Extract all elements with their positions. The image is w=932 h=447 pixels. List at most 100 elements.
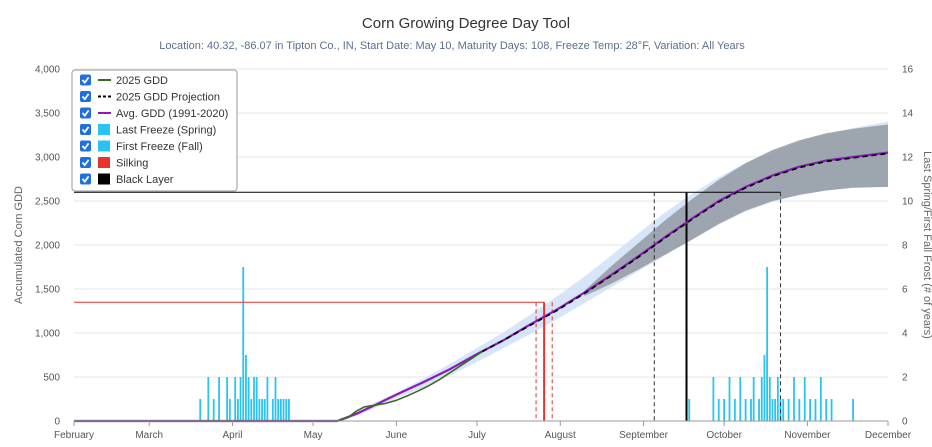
spring-freeze-bar — [274, 377, 277, 421]
y-tick-label: 4,000 — [35, 65, 60, 76]
y-tick-label: 3,500 — [35, 109, 60, 120]
fall-freeze-bar — [787, 399, 790, 421]
spring-freeze-bar — [253, 377, 255, 421]
fall-freeze-bar — [814, 399, 817, 421]
fall-freeze-bar — [809, 399, 811, 421]
x-tick-label: October — [706, 430, 742, 441]
spring-freeze-bar — [242, 267, 245, 421]
legend-label: Silking — [116, 158, 148, 170]
legend-swatch — [98, 140, 110, 152]
fall-freeze-bar — [766, 267, 769, 421]
x-tick-label: March — [135, 430, 163, 441]
fall-freeze-bar — [776, 377, 779, 421]
legend-check-icon — [81, 159, 90, 167]
legend-checkbox — [80, 91, 91, 102]
fall-freeze-bar — [771, 399, 774, 421]
y2-tick-label: 4 — [902, 329, 908, 340]
legend-check-icon — [81, 126, 90, 134]
y2-tick-label: 8 — [902, 241, 908, 252]
fall-freeze-bar — [825, 399, 828, 421]
series-lines — [74, 151, 889, 423]
fall-freeze-bar — [717, 399, 720, 421]
y-tick-label: 2,000 — [35, 241, 60, 252]
legend-checkbox — [80, 140, 91, 152]
fall-freeze-bar — [723, 399, 726, 421]
y2-tick-label: 14 — [902, 109, 914, 120]
fall-freeze-bar — [688, 399, 691, 421]
spring-freeze-bar — [255, 377, 258, 421]
y-tick-label: 3,000 — [35, 153, 60, 164]
fall-freeze-bar — [712, 377, 715, 421]
fall-freeze-bar — [758, 399, 760, 421]
y2-tick-labels: 0 2 4 6 8 10 12 14 16 — [902, 65, 914, 428]
band-inner-area — [584, 124, 888, 297]
x-tick-label: December — [865, 430, 912, 441]
spring-freeze-bar — [279, 399, 282, 421]
legend-label: First Freeze (Fall) — [116, 141, 203, 153]
y2-tick-label: 0 — [902, 417, 908, 428]
spring-freeze-bar — [226, 377, 229, 421]
y-tick-label: 2,500 — [35, 197, 60, 208]
legend-box — [71, 69, 238, 192]
chart-title: Corn Growing Degree Day Tool — [362, 15, 570, 32]
spring-freeze-bar — [207, 377, 210, 421]
legend-label: Last Freeze (Spring) — [116, 125, 216, 137]
series-line-0 — [74, 350, 483, 422]
spring-freeze-bar — [266, 377, 269, 421]
chart-subtitle: Location: 40.32, -86.07 in Tipton Co., I… — [159, 40, 745, 52]
spring-freeze-bar — [277, 399, 280, 421]
x-tick-label: June — [386, 430, 408, 441]
legend: 2025 GDD 2025 GDD Projection Avg. GDD (199… — [71, 69, 238, 192]
legend-swatch — [98, 124, 110, 135]
spring-freeze-bar — [245, 355, 247, 421]
y-tick-label: 500 — [43, 373, 60, 384]
y2-tick-label: 10 — [902, 197, 914, 208]
y-axis-title: Accumulated Corn GDD — [13, 186, 25, 304]
x-tick-labels: February March April May June July August Septe… — [54, 421, 912, 441]
legend-check-icon — [81, 76, 90, 85]
legend-label: 2025 GDD — [116, 75, 168, 87]
y-tick-label: 1,000 — [35, 329, 60, 340]
fall-freeze-bar — [852, 399, 854, 421]
spring-freeze-bar — [239, 377, 242, 421]
freeze-bars — [199, 267, 854, 421]
legend-swatch — [98, 173, 110, 185]
x-tick-label: April — [222, 430, 242, 441]
fall-freeze-bar — [782, 399, 785, 421]
legend-label: Avg. GDD (1991-2020) — [116, 108, 228, 120]
fall-freeze-bar — [752, 377, 755, 421]
x-tick-label: November — [784, 430, 831, 441]
fall-freeze-bar — [830, 399, 833, 421]
spring-freeze-bar — [271, 399, 274, 421]
legend-checkbox — [80, 107, 91, 119]
spring-freeze-bar — [261, 399, 263, 421]
x-tick-label: July — [468, 430, 486, 441]
y-tick-labels: 0 500 1,000 1,500 2,000 2,500 3,000 3,500 4,000 — [35, 65, 60, 428]
spring-freeze-bar — [288, 399, 290, 421]
fall-freeze-bar — [793, 377, 795, 421]
fall-freeze-bar — [739, 377, 742, 421]
spring-freeze-bar — [285, 399, 288, 421]
fall-freeze-bar — [819, 377, 822, 421]
fall-freeze-bar — [760, 377, 763, 421]
legend-checkbox — [80, 124, 91, 135]
fall-freeze-bar — [728, 377, 731, 421]
fall-freeze-bar — [798, 399, 801, 421]
y2-axis-title: Last Spring/First Fall Frost (# of years… — [921, 151, 932, 339]
x-tick-label: May — [304, 430, 323, 441]
legend-swatch — [98, 157, 110, 168]
spring-freeze-bar — [250, 399, 253, 421]
y2-tick-label: 2 — [902, 373, 908, 384]
y2-tick-label: 16 — [902, 65, 914, 76]
fall-freeze-bar — [733, 399, 736, 421]
fall-freeze-bar — [763, 355, 766, 421]
fall-freeze-bar — [750, 399, 752, 421]
spring-freeze-bar — [258, 399, 261, 421]
legend-checkbox — [80, 74, 91, 86]
spring-freeze-bar — [234, 377, 237, 421]
legend-check-icon — [81, 142, 90, 151]
spring-freeze-bar — [247, 377, 250, 421]
band-inner — [584, 124, 888, 297]
